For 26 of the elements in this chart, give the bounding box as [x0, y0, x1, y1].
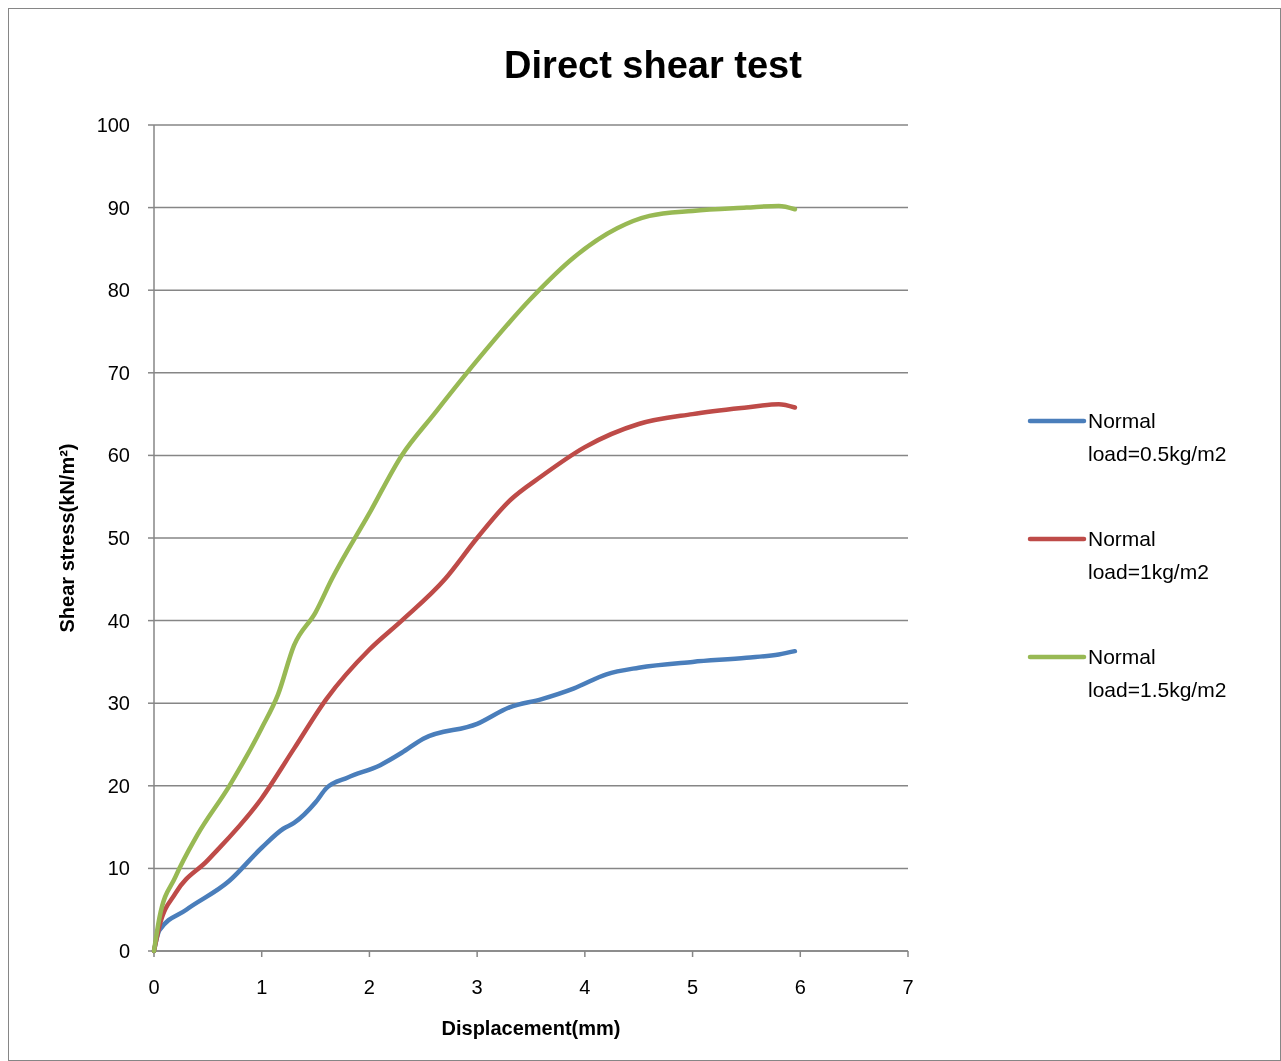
y-axis-title: Shear stress(kN/m²) — [56, 443, 78, 633]
line-series — [151, 203, 798, 954]
y-tick-label: 90 — [107, 196, 130, 219]
x-tick-label: 2 — [363, 976, 375, 998]
legend-label: Normal load=1.5kg/m2 — [1088, 645, 1227, 702]
x-tick-label: 6 — [794, 976, 806, 998]
y-tick-label: 10 — [107, 857, 130, 880]
y-tick-label: 20 — [107, 774, 130, 797]
y-tick-label: 50 — [107, 527, 130, 549]
x-tick-label: 5 — [687, 976, 699, 998]
legend-label: Normal load=0.5kg/m2 — [1088, 409, 1227, 466]
legend-label: Normal load=1kg/m2 — [1088, 527, 1209, 584]
x-tick-label: 0 — [148, 976, 160, 998]
chart-title: Direct shear test — [504, 44, 803, 86]
y-tick-label: 40 — [107, 609, 130, 632]
x-tick-label: 7 — [902, 976, 914, 998]
y-tick-label: 100 — [96, 114, 130, 136]
y-tick-label: 70 — [107, 361, 130, 384]
x-tick-label: 4 — [579, 976, 591, 998]
y-tick-label: 30 — [107, 692, 130, 715]
x-axis-title: Displacement(mm) — [441, 1017, 621, 1039]
x-tick-label: 3 — [471, 976, 483, 998]
y-tick-label: 0 — [118, 940, 130, 962]
y-tick-label: 60 — [107, 444, 130, 467]
y-tick-label: 80 — [107, 279, 130, 302]
x-tick-label: 1 — [256, 976, 268, 998]
